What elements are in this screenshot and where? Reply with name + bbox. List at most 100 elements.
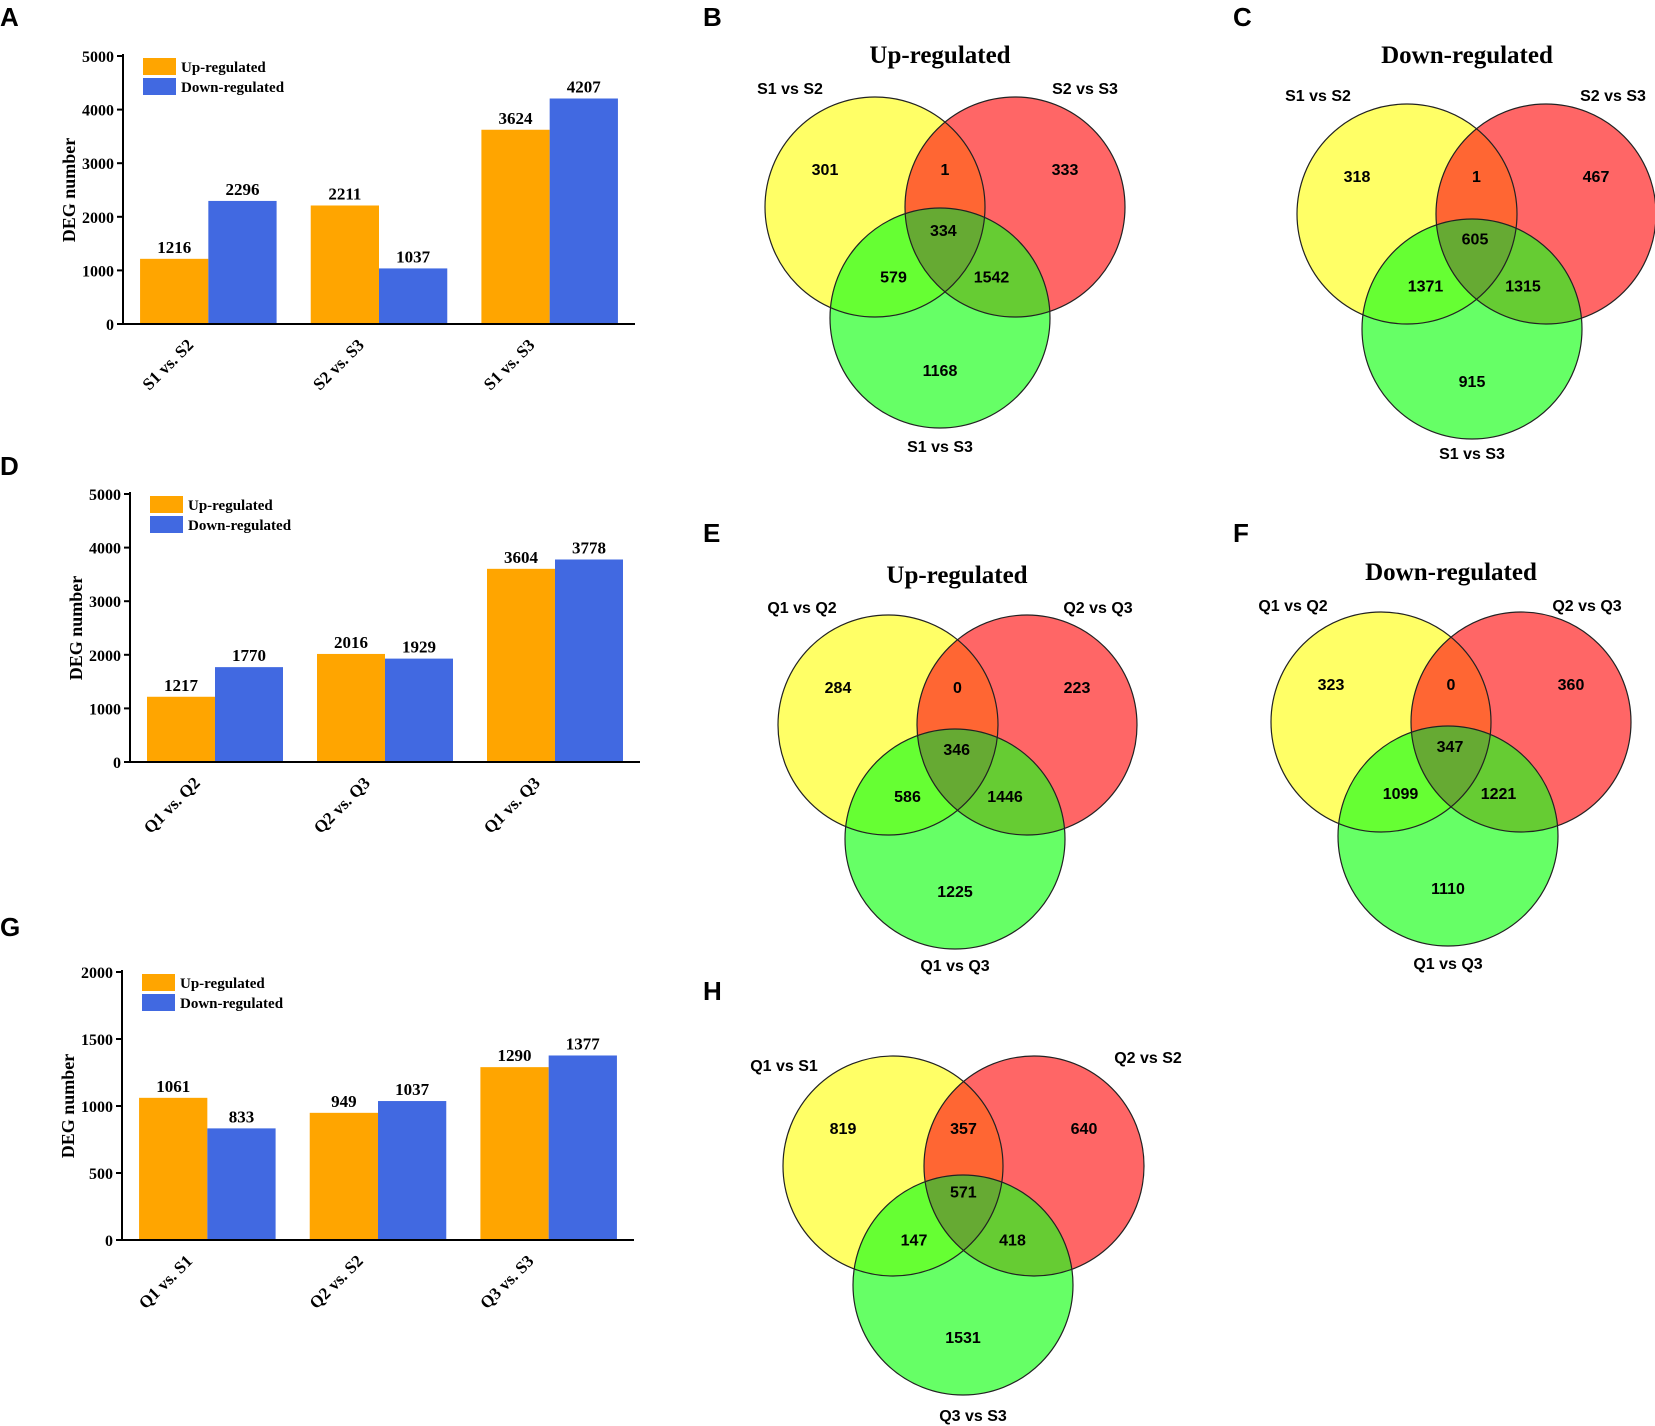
venn-set-label-a: Q1 vs S1 — [750, 1058, 818, 1075]
bar-up — [480, 1067, 549, 1240]
category-tick-label: Q1 vs. Q3 — [480, 773, 544, 837]
venn-count-c: 915 — [1459, 374, 1486, 391]
bar-up — [481, 129, 550, 324]
bar-down — [385, 658, 453, 762]
venn-count-ab: 357 — [950, 1121, 977, 1138]
venn-count-abc: 346 — [943, 742, 970, 759]
category-tick-label: S1 vs. S2 — [139, 335, 198, 394]
venn-set-label-a: S1 vs S2 — [757, 81, 823, 98]
venn-circle-outline — [764, 96, 986, 318]
venn-count-b: 223 — [1064, 680, 1091, 697]
bar-down — [215, 667, 283, 762]
panel-letter-c: C — [1233, 2, 1252, 32]
bar-value-label: 1217 — [164, 676, 199, 695]
venn-region-bc — [924, 1175, 1073, 1276]
venn-set-label-b: Q2 vs S2 — [1114, 1050, 1182, 1067]
venn-count-b: 360 — [1558, 677, 1585, 694]
bar-down — [549, 98, 618, 325]
venn-circle-outline — [1410, 611, 1632, 833]
bar-down — [207, 1128, 276, 1240]
venn-count-bc: 1221 — [1481, 786, 1517, 803]
bar-value-label: 3778 — [572, 538, 606, 557]
category-tick-label: S2 vs. S3 — [309, 335, 368, 394]
venn-set-label-b: S2 vs S3 — [1052, 81, 1118, 98]
venn-count-ab: 0 — [953, 680, 962, 697]
venn-circle-outline — [782, 1055, 1004, 1277]
venn-set-label-a: Q1 vs Q2 — [1258, 598, 1327, 615]
legend-swatch-up — [142, 974, 175, 991]
venn-circle-outline — [916, 614, 1138, 836]
y-tick-label: 1000 — [89, 701, 121, 718]
y-tick-label: 2000 — [89, 648, 121, 665]
category-tick-label: Q3 vs. S3 — [476, 1251, 537, 1312]
venn-title: Down-regulated — [1365, 559, 1537, 586]
venn-diagrams-layer: 301 333 1168 1 579 1542 334 S1 vs S2 S2 vs S3 S1 … — [750, 42, 1655, 1425]
bar-chart-d: 1217 1770 Q1 vs. Q2 2016 1929 Q2 vs. Q3 3604 37… — [66, 487, 640, 837]
venn-circle-outline — [829, 207, 1051, 429]
bar-down — [378, 1101, 447, 1240]
venn-diagram-b: 301 333 1168 1 579 1542 334 S1 vs S2 S2 vs S3 S1 … — [757, 42, 1126, 456]
legend-label: Down-regulated — [181, 80, 285, 96]
venn-count-ab: 0 — [1447, 677, 1456, 694]
bar-value-label: 2211 — [328, 184, 361, 203]
bar-value-label: 2296 — [225, 180, 259, 199]
venn-count-a: 284 — [825, 680, 852, 697]
category-tick-label: Q2 vs. Q3 — [310, 773, 374, 837]
bar-up — [317, 653, 385, 762]
venn-circle-outline — [1337, 725, 1559, 947]
venn-count-c: 1168 — [923, 363, 958, 380]
y-tick-label: 0 — [106, 317, 114, 334]
venn-set-label-a: S1 vs S2 — [1285, 88, 1351, 105]
bar-up — [309, 1112, 378, 1240]
legend-swatch-up — [143, 58, 176, 75]
venn-count-a: 323 — [1318, 677, 1345, 694]
venn-diagram-f: 323 360 1110 0 1099 1221 347 Q1 vs Q2 Q2 vs Q3 Q1… — [1258, 559, 1632, 973]
panel-letter-h: H — [703, 976, 722, 1006]
venn-count-ab: 1 — [1472, 169, 1481, 186]
bar-value-label: 4207 — [567, 78, 602, 97]
bar-down — [208, 200, 277, 324]
bar-up — [487, 568, 555, 762]
bar-down — [555, 559, 623, 762]
bar-value-label: 949 — [331, 1092, 357, 1111]
venn-count-b: 467 — [1583, 169, 1610, 186]
y-tick-label: 2000 — [81, 965, 113, 982]
venn-circle-outline — [923, 1055, 1145, 1277]
legend-label: Down-regulated — [180, 996, 284, 1012]
venn-count-bc: 1542 — [974, 270, 1010, 287]
venn-diagram-c: 318 467 915 1 1371 1315 605 S1 vs S2 S2 vs S3 S1 … — [1285, 42, 1655, 463]
category-tick-label: S1 vs. S3 — [480, 335, 539, 394]
venn-count-abc: 571 — [950, 1185, 977, 1202]
venn-set-label-c: Q3 vs S3 — [939, 1408, 1007, 1425]
y-tick-label: 0 — [105, 1233, 113, 1250]
venn-region-ac — [845, 729, 998, 835]
venn-region-bc — [1436, 219, 1582, 324]
bar-value-label: 1377 — [566, 1034, 601, 1053]
legend-swatch-down — [142, 994, 175, 1011]
panel-letter-d: D — [0, 451, 19, 481]
venn-set-label-c: Q1 vs Q3 — [1413, 956, 1482, 973]
category-tick-label: Q2 vs. S2 — [306, 1251, 367, 1312]
venn-count-b: 333 — [1052, 162, 1079, 179]
bar-value-label: 2016 — [334, 633, 368, 652]
venn-title: Up-regulated — [886, 562, 1027, 589]
venn-count-abc: 347 — [1437, 739, 1464, 756]
venn-set-label-b: Q2 vs Q3 — [1552, 598, 1621, 615]
bar-chart-a: 1216 2296 S1 vs. S2 2211 1037 S2 vs. S3 3624 42… — [59, 49, 635, 394]
venn-set-label-c: Q1 vs Q3 — [920, 958, 989, 975]
bar-up — [140, 258, 209, 324]
legend-label: Up-regulated — [181, 60, 266, 76]
venn-region-ac — [853, 1175, 1003, 1276]
venn-region-ac — [1338, 726, 1491, 832]
y-tick-label: 4000 — [89, 541, 121, 558]
panel-letter-f: F — [1233, 518, 1249, 548]
venn-circle-outline — [1361, 218, 1583, 440]
venn-count-ac: 586 — [894, 789, 921, 806]
bar-value-label: 1061 — [156, 1077, 190, 1096]
legend-label: Down-regulated — [188, 518, 292, 534]
venn-count-a: 819 — [830, 1121, 857, 1138]
venn-diagram-h: 819 640 1531 357 147 418 571 Q1 vs S1 Q2 vs S2 Q3… — [750, 1050, 1182, 1425]
venn-set-label-b: S2 vs S3 — [1580, 88, 1646, 105]
bar-value-label: 1037 — [395, 1080, 430, 1099]
venn-count-abc: 605 — [1462, 231, 1489, 248]
